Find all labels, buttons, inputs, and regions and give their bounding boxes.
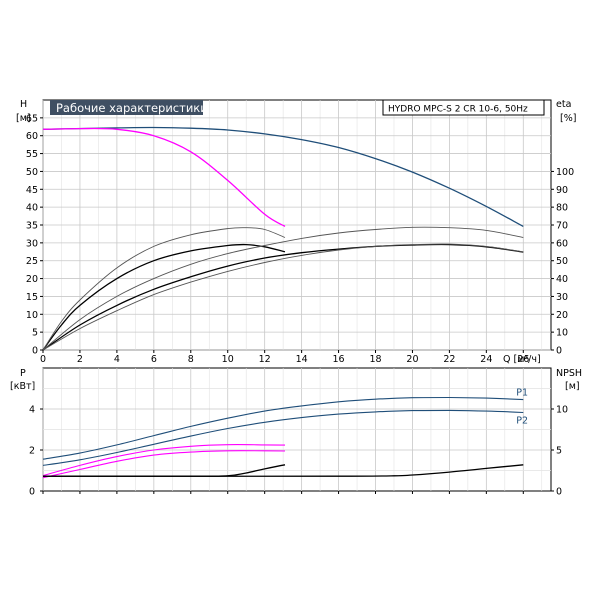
x-axis-ticks: 0 2 4 6 8 10 12 14 16 18 20 22 24 26 xyxy=(40,350,529,365)
y-right-tick-label-8: 80 xyxy=(556,203,568,214)
y-right-tick-label-2: 20 xyxy=(556,310,568,321)
y-left-tick-label-2: 10 xyxy=(26,310,38,321)
y-left-tick-label-13: 65 xyxy=(26,113,38,124)
y-right-tick-label-10: 100 xyxy=(556,167,574,178)
power-axis-unit: [кВт] xyxy=(10,381,35,392)
x-tick-label-6: 12 xyxy=(259,354,271,365)
npsh-axis-label: NPSH xyxy=(556,368,582,379)
y-left-tick-label-5: 25 xyxy=(26,256,38,267)
npsh-tick-label-1: 5 xyxy=(556,446,562,457)
y-axis-left-label: H xyxy=(20,99,27,110)
upper-series-line-4 xyxy=(42,227,286,351)
y-right-tick-label-5: 50 xyxy=(556,256,568,267)
y-left-tick-label-0: 0 xyxy=(32,346,38,357)
x-tick-label-4: 8 xyxy=(188,354,194,365)
power-tick-label-2: 4 xyxy=(29,405,35,416)
y-right-tick-label-7: 70 xyxy=(556,221,568,232)
series-label-p1: P1 xyxy=(516,388,528,399)
npsh-tick-label-2: 10 xyxy=(556,405,568,416)
power-tick-label-0: 0 xyxy=(29,487,35,498)
power-tick-label-1: 2 xyxy=(29,446,35,457)
y-axis-right-label: eta xyxy=(556,99,571,110)
upper-series-line-0 xyxy=(42,126,524,227)
y-right-tick-label-1: 10 xyxy=(556,328,568,339)
series-label-p2: P2 xyxy=(516,415,528,426)
y-right-tick-label-6: 60 xyxy=(556,238,568,249)
x-tick-label-12: 24 xyxy=(480,354,492,365)
x-tick-label-0: 0 xyxy=(40,354,46,365)
y-left-tick-label-8: 40 xyxy=(26,203,38,214)
chart-subtitle: HYDRO MPC-S 2 CR 10-6, 50Hz xyxy=(388,105,528,115)
lower-series-line-3 xyxy=(42,450,286,479)
power-axis-label: P xyxy=(20,368,26,379)
upper-series-line-3 xyxy=(42,243,524,351)
lower-series-line-5 xyxy=(43,464,524,477)
x-tick-label-7: 14 xyxy=(296,354,308,365)
upper-series-line-6 xyxy=(42,243,524,351)
y-left-tick-label-6: 30 xyxy=(26,238,38,249)
lower-grid xyxy=(42,368,551,491)
npsh-axis-unit: [м] xyxy=(565,381,580,392)
x-tick-label-1: 2 xyxy=(77,354,83,365)
chart-title: Рабочие характеристики xyxy=(56,101,208,115)
x-tick-label-5: 10 xyxy=(222,354,234,365)
y-left-tick-label-11: 55 xyxy=(26,149,38,160)
y-right-tick-label-0: 0 xyxy=(556,346,562,357)
upper-grid xyxy=(42,100,551,351)
upper-series-line-1 xyxy=(42,127,286,227)
y-left-tick-label-9: 45 xyxy=(26,185,38,196)
y-left-tick-label-3: 15 xyxy=(26,292,38,303)
y-right-tick-label-9: 90 xyxy=(556,185,568,196)
lower-series-line-1 xyxy=(42,409,524,466)
y-axis-right-unit: [%] xyxy=(560,113,576,124)
x-tick-label-11: 22 xyxy=(443,354,455,365)
x-tick-label-8: 16 xyxy=(333,354,345,365)
y-right-tick-label-3: 30 xyxy=(556,292,568,303)
x-tick-label-3: 6 xyxy=(151,354,157,365)
y-left-tick-label-4: 20 xyxy=(26,274,38,285)
y-axis-left-unit: [м] xyxy=(16,113,31,124)
upper-series-group xyxy=(42,126,524,351)
y-left-tick-label-10: 50 xyxy=(26,167,38,178)
x-tick-label-13: 26 xyxy=(517,354,529,365)
npsh-tick-label-0: 0 xyxy=(556,487,562,498)
lower-series-group xyxy=(42,396,524,479)
y-left-tick-label-12: 60 xyxy=(26,131,38,142)
upper-left-ticks: 0 5 10 15 20 25 30 35 40 45 50 55 60 65 xyxy=(26,113,43,357)
lower-series-line-2 xyxy=(42,444,286,477)
lower-plot: 0 2 4 0 5 10 P1 P2 P [кВт] NPSH [м] xyxy=(10,367,582,498)
x-tick-label-9: 18 xyxy=(369,354,381,365)
lower-series-line-0 xyxy=(42,396,524,460)
lower-left-ticks: 0 2 4 xyxy=(29,405,43,498)
x-tick-label-10: 20 xyxy=(406,354,418,365)
x-tick-label-2: 4 xyxy=(114,354,120,365)
chart-title-box xyxy=(50,100,203,115)
upper-series-line-5 xyxy=(42,226,524,351)
y-left-tick-label-7: 35 xyxy=(26,221,38,232)
upper-series-line-2 xyxy=(42,243,286,351)
x-axis-label: Q [м³/ч] xyxy=(503,354,541,365)
lower-series-labels: P1 P2 xyxy=(516,388,528,427)
y-left-tick-label-1: 5 xyxy=(32,328,38,339)
chart-subtitle-box xyxy=(382,99,545,116)
upper-right-ticks: 0 10 20 30 40 50 60 70 80 90 100 xyxy=(551,167,574,357)
y-right-tick-label-4: 40 xyxy=(556,274,568,285)
lower-right-ticks: 0 5 10 xyxy=(42,405,568,498)
